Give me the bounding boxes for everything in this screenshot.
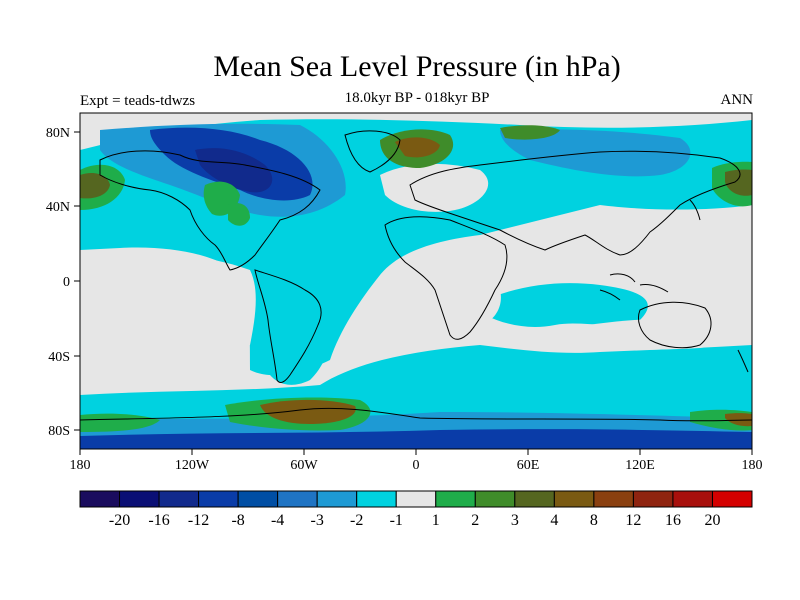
colorbar-label: -8 — [231, 512, 244, 529]
pressure-contours — [80, 119, 752, 449]
colorbar-swatch — [395, 490, 437, 508]
coast-south-america — [254, 269, 322, 383]
contour-atlantic-grey — [380, 163, 489, 212]
colorbar-label: -2 — [350, 512, 363, 529]
x-tick-label: 120E — [625, 458, 655, 473]
x-tick-label: 180 — [70, 458, 91, 473]
colorbar-swatch — [435, 490, 476, 508]
colorbar-swatch — [277, 490, 318, 508]
colorbar-label: 3 — [511, 512, 519, 529]
tick-marks — [74, 131, 753, 455]
colorbar-swatch — [593, 490, 634, 508]
colorbar-label: 8 — [590, 512, 598, 529]
colorbar-swatch — [632, 490, 674, 508]
coast-eurasia — [409, 150, 741, 256]
contour-southpac-grey — [560, 318, 731, 350]
contour-arctic-high — [500, 125, 560, 140]
colorbar-label: -1 — [390, 512, 403, 529]
coast-japan — [689, 199, 701, 221]
colorbar-label: 16 — [665, 512, 681, 529]
contour-antarctic-brown-e — [725, 413, 752, 427]
coastlines — [80, 130, 752, 422]
contour-na-green2 — [228, 203, 250, 226]
colorbar-label: -12 — [188, 512, 209, 529]
y-tick-label: 40N — [46, 200, 70, 215]
coast-africa — [384, 216, 508, 340]
colorbar-label: 12 — [625, 512, 641, 529]
x-tick-label: 60W — [290, 458, 318, 473]
coast-greenland — [344, 130, 401, 173]
colorbar-label: -3 — [311, 512, 324, 529]
y-tick-label: 80N — [46, 126, 70, 141]
contour-pacific-high-w-core — [80, 173, 110, 199]
colorbar-label: -4 — [271, 512, 284, 529]
y-tick-label: 80S — [48, 424, 70, 439]
x-tick-label: 60E — [517, 458, 540, 473]
coast-indonesia — [599, 273, 669, 301]
colorbar-swatch — [158, 490, 200, 508]
contour-africa-grey — [400, 274, 501, 331]
colorbar-swatch — [514, 490, 555, 508]
contour-pacific-high-e-core — [725, 169, 752, 196]
contour-pacific-grey — [80, 250, 256, 351]
colorbar-label: 1 — [432, 512, 440, 529]
experiment-label: Expt = teads-tdwzs — [80, 93, 196, 109]
colorbar-swatch — [237, 490, 279, 508]
colorbar-swatch — [316, 490, 358, 508]
y-tick-label: 0 — [63, 275, 70, 290]
colorbar-label: -20 — [109, 512, 130, 529]
colorbar-label: 20 — [704, 512, 720, 529]
x-tick-label: 0 — [413, 458, 420, 473]
contour-indian-ocean — [485, 283, 648, 327]
coast-new-zealand — [737, 349, 749, 373]
colorbar-swatch — [198, 490, 239, 508]
coast-antarctica — [80, 407, 752, 422]
contour-central-blue — [260, 293, 329, 385]
y-tick-label: 40S — [48, 350, 70, 365]
colorbar-swatch — [711, 490, 753, 508]
coast-north-america — [99, 150, 321, 271]
colorbar-swatch — [119, 490, 160, 508]
colorbar-swatch — [553, 490, 595, 508]
contour-antarctic-brown — [260, 399, 356, 424]
coast-australia — [637, 301, 712, 349]
colorbar-label: -16 — [148, 512, 169, 529]
colorbar-swatch — [672, 490, 713, 508]
contour-greenland-core — [395, 137, 440, 158]
x-tick-label: 120W — [175, 458, 210, 473]
contour-antarctic-blue — [80, 412, 752, 436]
colorbar-swatch — [356, 490, 397, 508]
map-subtitle: 18.0kyr BP - 018kyr BP — [344, 90, 490, 106]
x-tick-label: 180 — [742, 458, 763, 473]
map-title: Mean Sea Level Pressure (in hPa) — [213, 50, 621, 83]
contour-hudson-core — [195, 148, 273, 193]
colorbar-swatch — [79, 490, 121, 508]
colorbar-label: 4 — [550, 512, 558, 529]
colorbar-swatch — [474, 490, 516, 508]
colorbar-label: 2 — [471, 512, 479, 529]
colorbar: -20 -16 -12 -8 -4 -3 -2 -1 1 2 3 4 8 12 16 20 — [79, 490, 753, 529]
season-label: ANN — [720, 92, 754, 108]
